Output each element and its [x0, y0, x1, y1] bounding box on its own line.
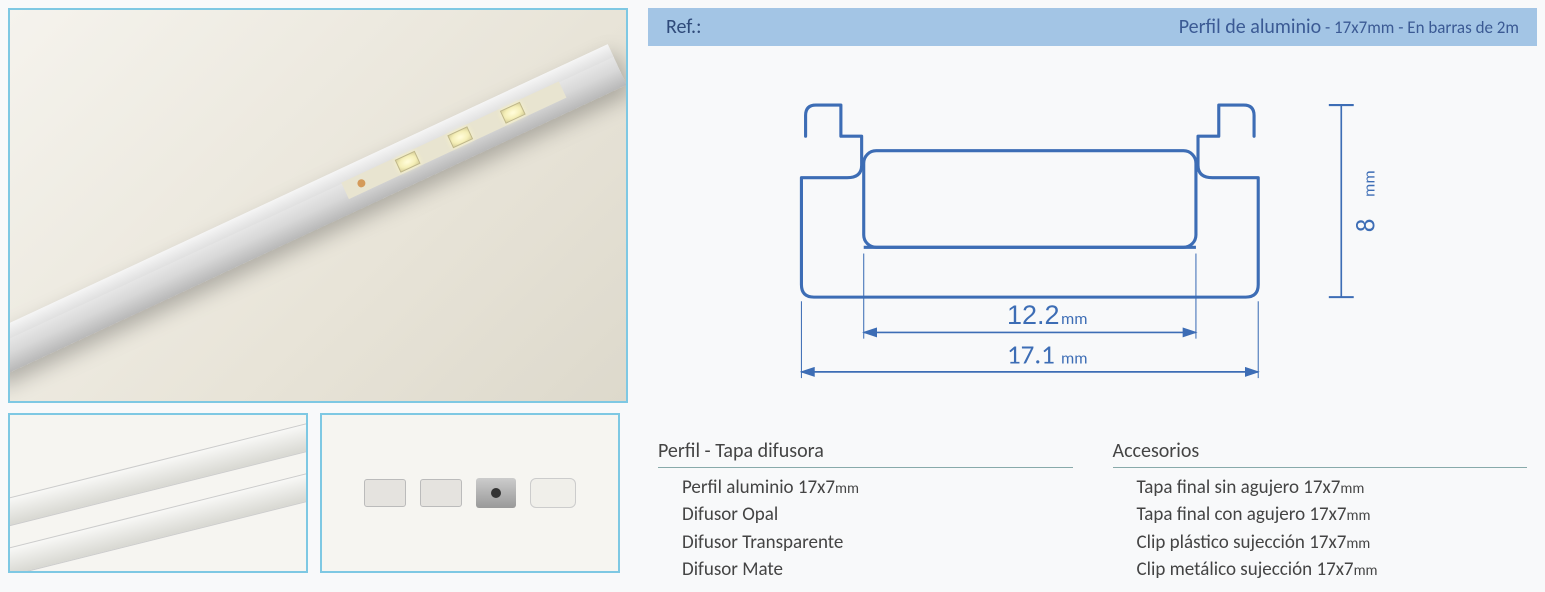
svg-text:12.2: 12.2 [1007, 300, 1060, 330]
table-list: Perfil aluminio 17x7mmDifusor OpalDifuso… [658, 474, 1073, 584]
list-item: Tapa final sin agujero 17x7mm [1137, 474, 1528, 502]
ref-label: Ref.: [666, 15, 701, 39]
end-cap-icon [420, 479, 462, 507]
table-list: Tapa final sin agujero 17x7mmTapa final … [1113, 474, 1528, 584]
ref-title-sub: - 17x7mm - En barras de 2m [1321, 17, 1519, 38]
ref-title-main: Perfil de aluminio [1179, 15, 1321, 39]
ref-title: Perfil de aluminio - 17x7mm - En barras … [1179, 15, 1519, 39]
plastic-clip-icon [530, 478, 576, 508]
list-item: Difusor Mate [682, 556, 1073, 584]
table-heading: Perfil - Tapa difusora [658, 439, 1073, 468]
list-item: Difusor Opal [682, 501, 1073, 529]
list-item: Difusor Transparente [682, 529, 1073, 557]
reference-bar: Ref.: Perfil de aluminio - 17x7mm - En b… [648, 8, 1537, 46]
image-column [8, 8, 628, 584]
list-item: Tapa final con agujero 17x7mm [1137, 501, 1528, 529]
svg-text:8: 8 [1349, 219, 1382, 233]
thumbnail-row [8, 413, 628, 573]
list-item: Clip metálico sujección 17x7mm [1137, 556, 1528, 584]
end-cap-icon [364, 479, 406, 507]
thumb-diffusers [8, 413, 308, 573]
cross-section-svg: 12.2mm17.1mm8mm [708, 76, 1497, 425]
led-profile-render [8, 44, 627, 381]
profile-cross-section-diagram: 12.2mm17.1mm8mm [648, 46, 1537, 435]
list-item: Perfil aluminio 17x7mm [682, 474, 1073, 502]
list-item: Clip plástico sujección 17x7mm [1137, 529, 1528, 557]
table-heading: Accesorios [1113, 439, 1528, 468]
svg-text:mm: mm [1359, 170, 1379, 197]
metal-clip-icon [476, 478, 516, 508]
spec-tables: Perfil - Tapa difusora Perfil aluminio 1… [648, 435, 1537, 584]
svg-text:17.1: 17.1 [1007, 339, 1055, 372]
table-accessories: Accesorios Tapa final sin agujero 17x7mm… [1113, 439, 1528, 584]
spec-column: Ref.: Perfil de aluminio - 17x7mm - En b… [648, 8, 1537, 584]
table-profile-diffuser: Perfil - Tapa difusora Perfil aluminio 1… [658, 439, 1073, 584]
main-product-photo [8, 8, 628, 403]
svg-text:mm: mm [1061, 309, 1088, 329]
thumb-accessories [320, 413, 620, 573]
svg-text:mm: mm [1061, 349, 1088, 369]
